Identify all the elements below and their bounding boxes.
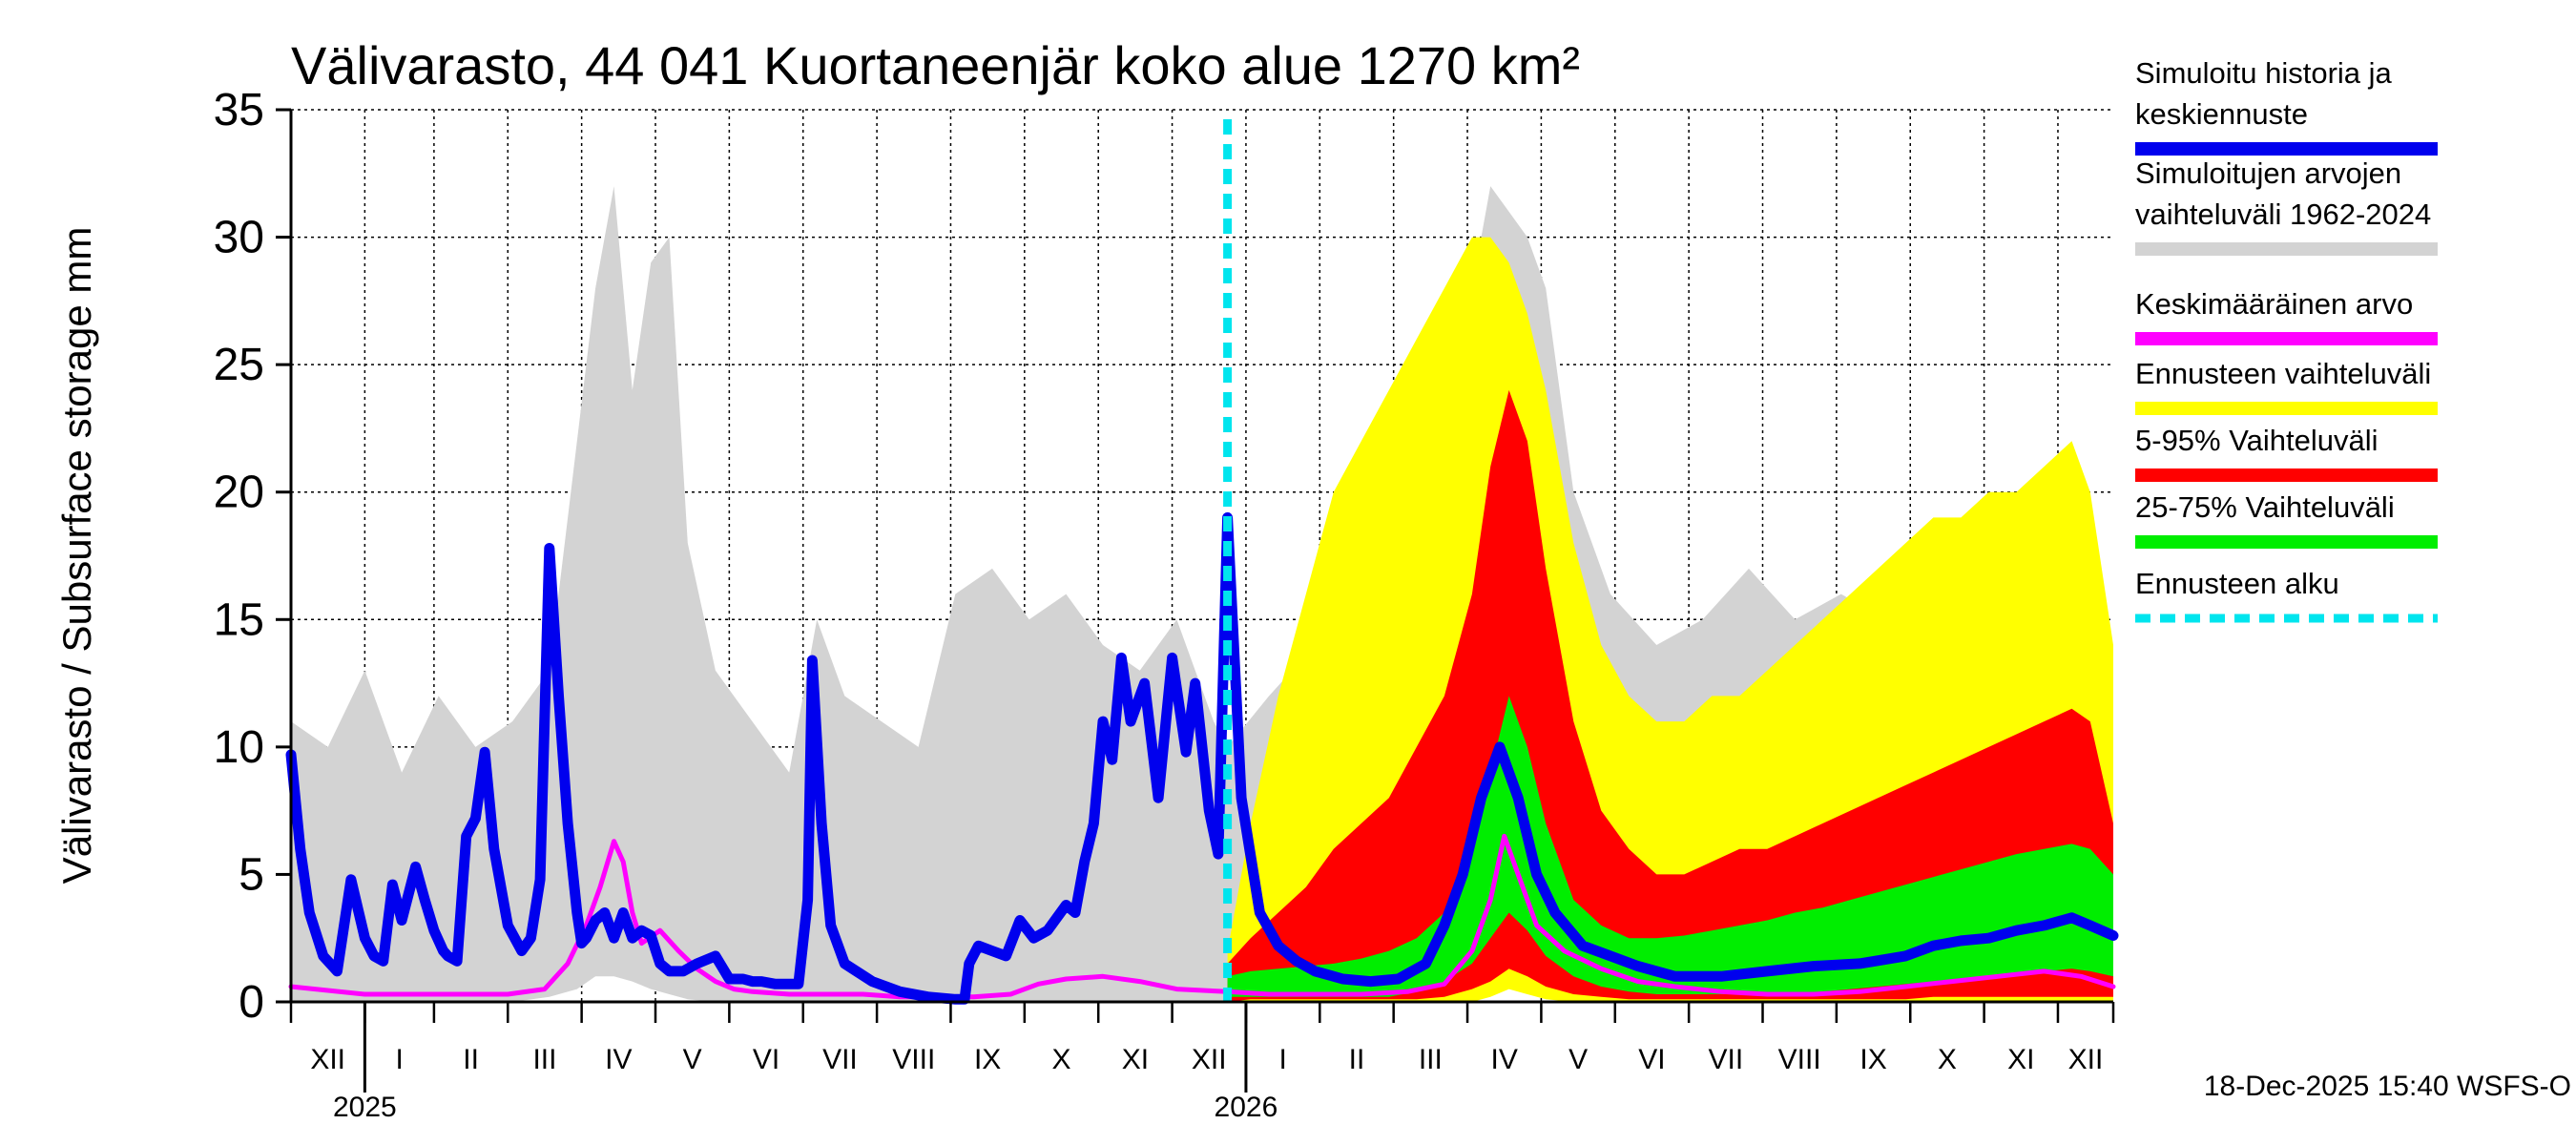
- month-label-18: VI: [1638, 1044, 1665, 1075]
- month-label-5: V: [683, 1044, 702, 1075]
- y-tick-label-35: 35: [214, 85, 264, 135]
- y-ticks: 0 5 10 15 20 25 30 35: [214, 85, 291, 1028]
- series-lines: [285, 511, 2119, 1005]
- legend: Simuloitu historia ja keskiennuste Simuloi…: [2135, 56, 2438, 623]
- legend-label-5-0: 25-75% Vaihteluväli: [2135, 490, 2395, 524]
- month-label-21: IX: [1859, 1044, 1886, 1075]
- legend-label-0-1: keskiennuste: [2135, 97, 2308, 131]
- chart-title: Välivarasto, 44 041 Kuortaneenjär koko a…: [291, 35, 1580, 95]
- month-label-11: XI: [1122, 1044, 1149, 1075]
- month-label-20: VIII: [1778, 1044, 1821, 1075]
- month-label-6: VI: [753, 1044, 779, 1075]
- line-5: [285, 511, 2119, 1005]
- month-label-10: X: [1052, 1044, 1071, 1075]
- legend-label-0-0: Simuloitu historia ja: [2135, 56, 2393, 90]
- month-label-9: IX: [974, 1044, 1001, 1075]
- month-label-23: XI: [2007, 1044, 2034, 1075]
- month-label-3: III: [532, 1044, 556, 1075]
- month-label-24: XII: [2068, 1044, 2104, 1075]
- month-label-13: I: [1278, 1044, 1286, 1075]
- line-4: [288, 833, 2116, 1000]
- year-label-1: 2026: [1215, 1092, 1278, 1123]
- month-label-22: X: [1938, 1044, 1957, 1075]
- y-tick-label-20: 20: [214, 468, 264, 518]
- month-label-19: VII: [1708, 1044, 1743, 1075]
- month-label-0: XII: [310, 1044, 345, 1075]
- legend-label-2-0: Keskimääräinen arvo: [2135, 287, 2413, 321]
- y-tick-label-15: 15: [214, 594, 264, 645]
- legend-label-3-0: Ennusteen vaihteluväli: [2135, 357, 2431, 390]
- legend-label-1-0: Simuloitujen arvojen: [2135, 156, 2401, 190]
- x-ticks: XII I II III IV V VI VII VIII IX X XI XII I II III IV V VI…: [289, 1002, 2115, 1123]
- y-tick-label-30: 30: [214, 213, 264, 263]
- y-tick-label-5: 5: [239, 849, 264, 900]
- legend-label-1-1: vaihteluväli 1962-2024: [2135, 198, 2431, 231]
- month-label-12: XII: [1192, 1044, 1227, 1075]
- year-label-0: 2025: [333, 1092, 397, 1123]
- month-label-14: II: [1349, 1044, 1365, 1075]
- y-tick-label-25: 25: [214, 340, 264, 390]
- month-label-15: III: [1419, 1044, 1443, 1075]
- band-2: [1227, 389, 2113, 1002]
- axes: [289, 110, 2113, 1004]
- timestamp-footer: 18-Dec-2025 15:40 WSFS-O: [2204, 1071, 2571, 1102]
- month-label-8: VIII: [892, 1044, 935, 1075]
- y-tick-label-10: 10: [214, 722, 264, 773]
- month-label-16: IV: [1491, 1044, 1518, 1075]
- legend-label-6-0: Ennusteen alku: [2135, 567, 2339, 600]
- month-label-1: I: [395, 1044, 403, 1075]
- month-label-7: VII: [822, 1044, 858, 1075]
- month-label-17: V: [1568, 1044, 1588, 1075]
- legend-label-4-0: 5-95% Vaihteluväli: [2135, 424, 2378, 457]
- y-axis-label: Välivarasto / Subsurface storage mm: [54, 227, 99, 885]
- month-label-2: II: [463, 1044, 479, 1075]
- month-label-4: IV: [605, 1044, 632, 1075]
- y-tick-label-0: 0: [239, 977, 264, 1028]
